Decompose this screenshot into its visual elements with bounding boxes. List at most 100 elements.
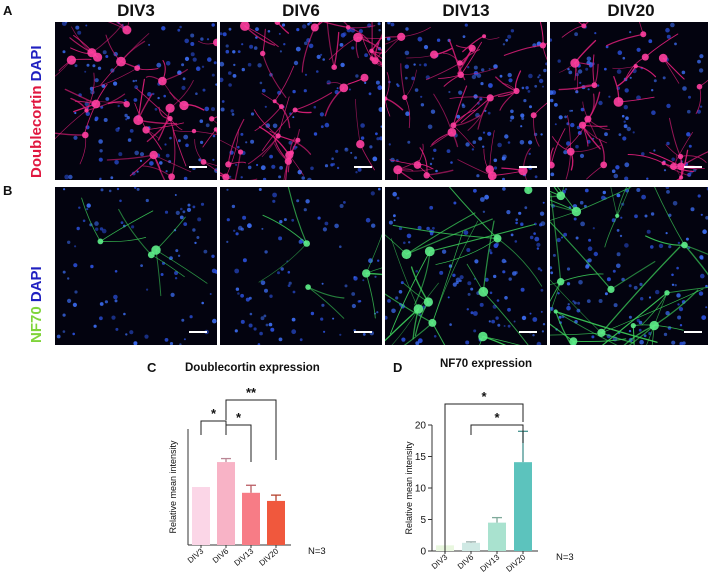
significance-label: * bbox=[481, 389, 487, 404]
nucleus bbox=[308, 22, 312, 24]
nucleus bbox=[101, 228, 107, 234]
nucleus bbox=[420, 95, 423, 98]
neurite bbox=[606, 33, 644, 47]
nucleus bbox=[688, 144, 692, 148]
nucleus bbox=[419, 63, 422, 67]
nucleus bbox=[585, 264, 590, 269]
nucleus bbox=[638, 320, 643, 325]
nucleus bbox=[165, 153, 170, 158]
nucleus bbox=[566, 282, 571, 286]
nucleus bbox=[94, 116, 99, 121]
nucleus bbox=[99, 316, 103, 321]
nucleus bbox=[471, 74, 477, 80]
nucleus bbox=[613, 303, 618, 308]
neurite bbox=[301, 26, 316, 73]
nucleus bbox=[102, 50, 107, 55]
nucleus bbox=[467, 66, 470, 69]
panel-letter-d: D bbox=[393, 360, 403, 375]
nucleus bbox=[259, 81, 263, 85]
nucleus bbox=[212, 134, 216, 138]
column-header-div3: DIV3 bbox=[117, 1, 155, 20]
nucleus bbox=[604, 292, 608, 296]
neurite bbox=[600, 246, 681, 334]
nucleus bbox=[619, 234, 623, 238]
nucleus bbox=[377, 259, 380, 262]
nucleus bbox=[646, 229, 651, 234]
micrograph-nf70-div3 bbox=[55, 187, 217, 345]
nucleus bbox=[220, 32, 223, 36]
nucleus bbox=[554, 103, 558, 107]
neurite bbox=[326, 22, 335, 68]
nucleus bbox=[427, 124, 433, 130]
nucleus bbox=[641, 194, 646, 200]
nucleus bbox=[484, 277, 489, 282]
nucleus bbox=[169, 136, 172, 140]
nucleus bbox=[405, 27, 409, 31]
nucleus bbox=[190, 52, 195, 57]
cell-body bbox=[485, 165, 494, 174]
nucleus bbox=[700, 213, 703, 216]
nucleus bbox=[320, 317, 324, 321]
cell-body bbox=[238, 149, 244, 155]
nucleus bbox=[321, 303, 325, 307]
nucleus bbox=[665, 27, 670, 33]
cell-body bbox=[122, 25, 132, 35]
cell-body bbox=[550, 161, 555, 169]
nucleus bbox=[666, 103, 671, 109]
nucleus bbox=[665, 232, 668, 235]
neurite-layer bbox=[258, 187, 382, 319]
nucleus bbox=[697, 194, 701, 198]
neurite bbox=[322, 22, 349, 29]
nucleus bbox=[195, 92, 198, 95]
nucleus bbox=[372, 156, 378, 162]
cell-body bbox=[369, 48, 374, 54]
nucleus bbox=[507, 34, 512, 39]
nucleus bbox=[195, 66, 201, 71]
nucleus bbox=[353, 276, 356, 279]
cell-body bbox=[284, 157, 292, 165]
nucleus bbox=[540, 221, 546, 226]
x-tick-label: DIV20 bbox=[504, 552, 527, 574]
nucleus bbox=[629, 76, 632, 79]
neurite bbox=[550, 199, 577, 213]
nucleus bbox=[68, 174, 73, 180]
nucleus bbox=[653, 149, 656, 152]
nucleus bbox=[295, 46, 301, 52]
nucleus bbox=[99, 177, 102, 180]
nucleus bbox=[448, 90, 451, 94]
neurite bbox=[651, 325, 655, 345]
nucleus bbox=[450, 161, 453, 164]
cell-body bbox=[225, 161, 232, 168]
nucleus bbox=[250, 112, 255, 116]
nucleus bbox=[697, 59, 701, 64]
nucleus bbox=[385, 315, 388, 320]
nucleus bbox=[685, 237, 689, 241]
nucleus bbox=[550, 38, 553, 42]
nucleus bbox=[666, 141, 670, 146]
micrograph-background bbox=[220, 187, 382, 345]
nucleus bbox=[299, 338, 303, 342]
nucleus bbox=[628, 315, 632, 319]
cell-body bbox=[518, 166, 528, 176]
micrograph-background bbox=[385, 187, 547, 345]
nucleus bbox=[304, 73, 308, 76]
nucleus bbox=[378, 107, 382, 112]
nucleus bbox=[542, 323, 546, 326]
neurite bbox=[560, 273, 604, 283]
nucleus bbox=[233, 63, 236, 67]
nucleus bbox=[305, 199, 310, 204]
nucleus bbox=[182, 77, 186, 81]
micrograph-image bbox=[385, 187, 547, 345]
micrograph-image bbox=[550, 22, 708, 180]
nucleus bbox=[212, 158, 215, 161]
significance-bracket bbox=[200, 420, 227, 435]
nucleus bbox=[618, 133, 622, 136]
nucleus bbox=[339, 245, 342, 248]
nucleus bbox=[662, 76, 666, 80]
nucleus bbox=[288, 281, 292, 285]
cell-body bbox=[413, 161, 422, 169]
column-header-div6: DIV6 bbox=[282, 1, 320, 20]
nucleus bbox=[423, 45, 429, 50]
cell-body bbox=[91, 99, 101, 109]
cell-body bbox=[570, 58, 580, 68]
